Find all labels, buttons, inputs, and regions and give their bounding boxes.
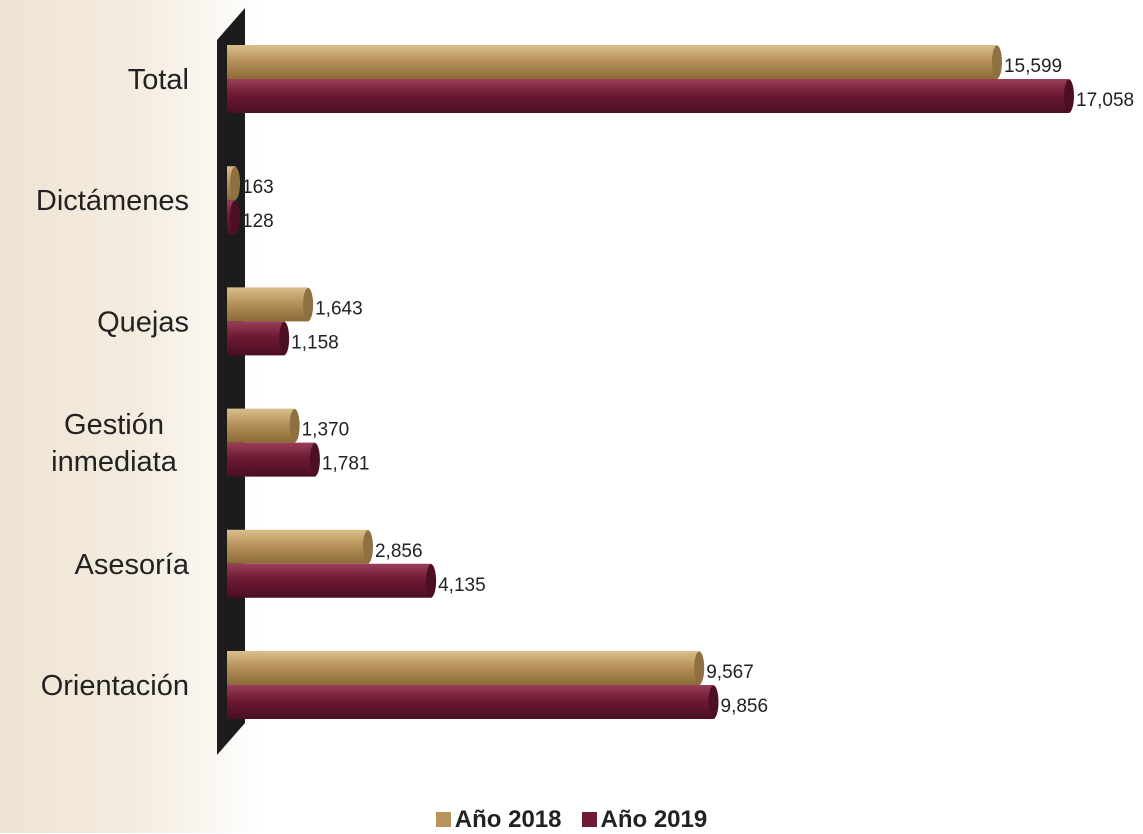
bar-dictamenes-ano-2018	[227, 166, 241, 201]
legend-label-2019: Año 2019	[600, 805, 708, 833]
bar-total-ano-2018	[227, 45, 1002, 79]
category-label-gestion-inmediata: Gestión inmediata	[51, 409, 178, 478]
bar-orientacion-ano-2019	[227, 685, 719, 719]
bar-chart: Total 15,599 17,058 Dictámenes 163 128 Quejas 1…	[36, 8, 1134, 755]
value-label-orientacion-ano-2019: 9,856	[721, 696, 769, 717]
legend-label-2018: Año 2018	[454, 805, 562, 833]
category-label-asesoria: Asesoría	[75, 549, 190, 581]
value-label-dictamenes-ano-2019: 128	[242, 211, 274, 232]
bar-orientacion-ano-2018	[227, 651, 705, 685]
bar-asesoria-ano-2018	[227, 529, 373, 564]
legend-item-2019: Año 2019	[581, 805, 708, 833]
axis-wall	[217, 8, 245, 755]
value-label-orientacion-ano-2018: 9,567	[706, 662, 754, 683]
category-label-dictamenes: Dictámenes	[36, 185, 189, 217]
bar-dictamenes-ano-2019	[227, 200, 240, 235]
category-label-total: Total	[128, 64, 189, 96]
value-label-asesoria-ano-2019: 4,135	[438, 575, 486, 596]
category-label-orientacion: Orientación	[41, 670, 189, 702]
value-label-quejas-ano-2018: 1,643	[315, 298, 363, 319]
value-label-gestion-inmediata-ano-2018: 1,370	[302, 420, 350, 441]
category-label-quejas: Quejas	[97, 306, 189, 338]
legend-swatch-2018	[435, 812, 451, 827]
legend-swatch-2019	[581, 812, 597, 827]
bar-gestion-inmediata-ano-2019	[227, 442, 320, 477]
bar-quejas-ano-2019	[227, 321, 290, 356]
value-label-total-ano-2018: 15,599	[1004, 56, 1062, 77]
value-label-dictamenes-ano-2018: 163	[242, 177, 274, 198]
legend: Año 2018 Año 2019	[0, 806, 1143, 833]
value-label-quejas-ano-2019: 1,158	[291, 332, 339, 353]
bar-quejas-ano-2018	[227, 287, 314, 322]
background-pattern	[0, 0, 260, 833]
bar-asesoria-ano-2019	[227, 563, 437, 598]
value-label-total-ano-2019: 17,058	[1076, 90, 1134, 111]
bar-gestion-inmediata-ano-2018	[227, 408, 300, 443]
bar-total-ano-2019	[227, 79, 1074, 113]
value-label-asesoria-ano-2018: 2,856	[375, 541, 423, 562]
legend-item-2018: Año 2018	[435, 805, 562, 833]
value-label-gestion-inmediata-ano-2019: 1,781	[322, 454, 370, 475]
